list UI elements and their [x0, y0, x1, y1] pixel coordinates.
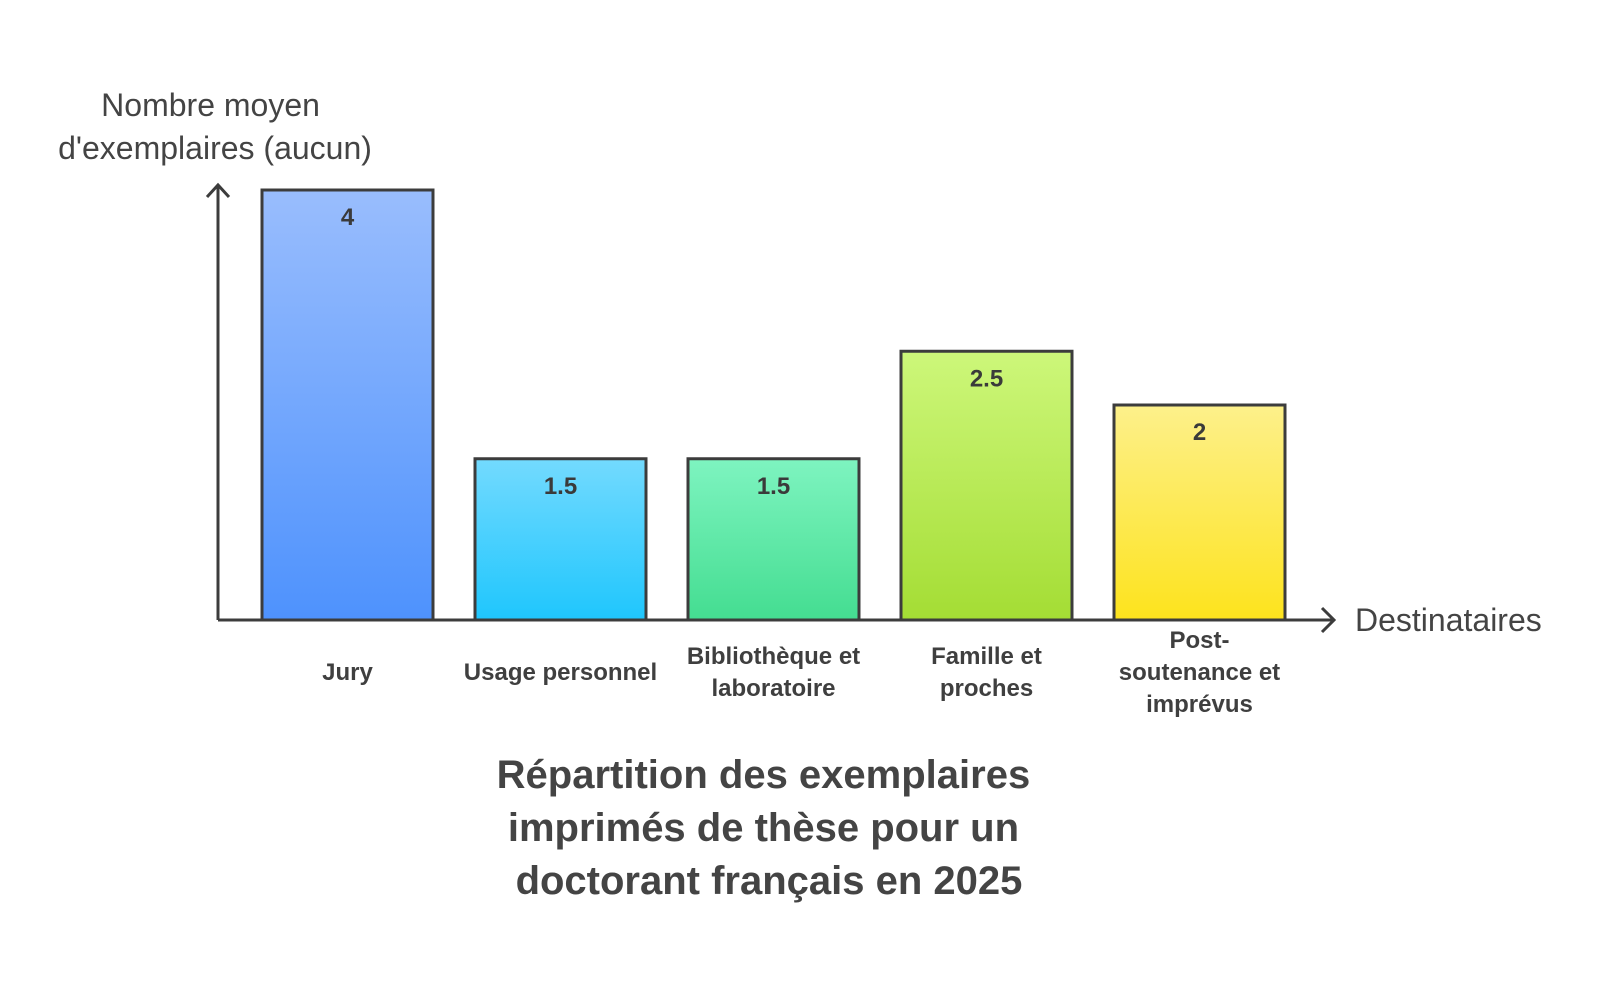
y-axis-label-line-1: Nombre moyen [101, 87, 320, 123]
category-label-5-line-2: soutenance et [1119, 659, 1280, 686]
bar-3 [686, 457, 861, 622]
bars [260, 188, 1287, 622]
value-label-4: 2.5 [970, 365, 1003, 392]
bar-5 [1112, 403, 1287, 622]
bar-2 [473, 457, 648, 622]
x-axis-label: Destinataires [1355, 602, 1542, 638]
category-label-5-line-1: Post- [1170, 627, 1230, 654]
category-label-3-line-2: laboratoire [711, 675, 835, 702]
category-labels: Jury Usage personnel Bibliothèque et labora… [322, 627, 1280, 718]
category-label-5: Post-soutenance et imprévus [1119, 627, 1280, 718]
value-label-1: 4 [341, 204, 355, 231]
value-labels: 4 1.5 1.5 2.5 2 [341, 204, 1206, 500]
bar-1 [260, 188, 435, 622]
category-label-4-line-1: Famille et [931, 643, 1042, 670]
chart-title-line-1: Répartition des exemplaires [497, 753, 1031, 797]
category-label-3-line-1: Bibliothèque et [687, 643, 860, 670]
category-label-4-line-2: proches [940, 675, 1033, 702]
category-label-4: Famille et proches [931, 643, 1042, 702]
category-label-2-line-1: Usage personnel [464, 659, 657, 686]
chart-title-line-3: doctorant français en 2025 [516, 859, 1023, 903]
value-label-2: 1.5 [544, 473, 577, 500]
category-label-1-line-1: Jury [322, 659, 373, 686]
value-label-3: 1.5 [757, 473, 790, 500]
category-label-2: Usage personnel [464, 659, 657, 686]
chart-title-line-2: imprimés de thèse pour un [508, 806, 1019, 850]
bar-4 [899, 349, 1074, 622]
y-axis-label-line-2: d'exemplaires (aucun) [58, 130, 372, 166]
value-label-5: 2 [1193, 419, 1206, 446]
y-axis-label: Nombre moyen d'exemplaires (aucun) [58, 87, 372, 166]
x-axis-arrow [1320, 606, 1337, 634]
chart-title: Répartition des exemplaires imprimés de … [497, 753, 1042, 903]
category-label-3: Bibliothèque et laboratoire [687, 643, 860, 702]
category-label-1: Jury [322, 659, 373, 686]
category-label-5-line-3: imprévus [1146, 691, 1253, 718]
y-axis-arrow [205, 182, 231, 199]
